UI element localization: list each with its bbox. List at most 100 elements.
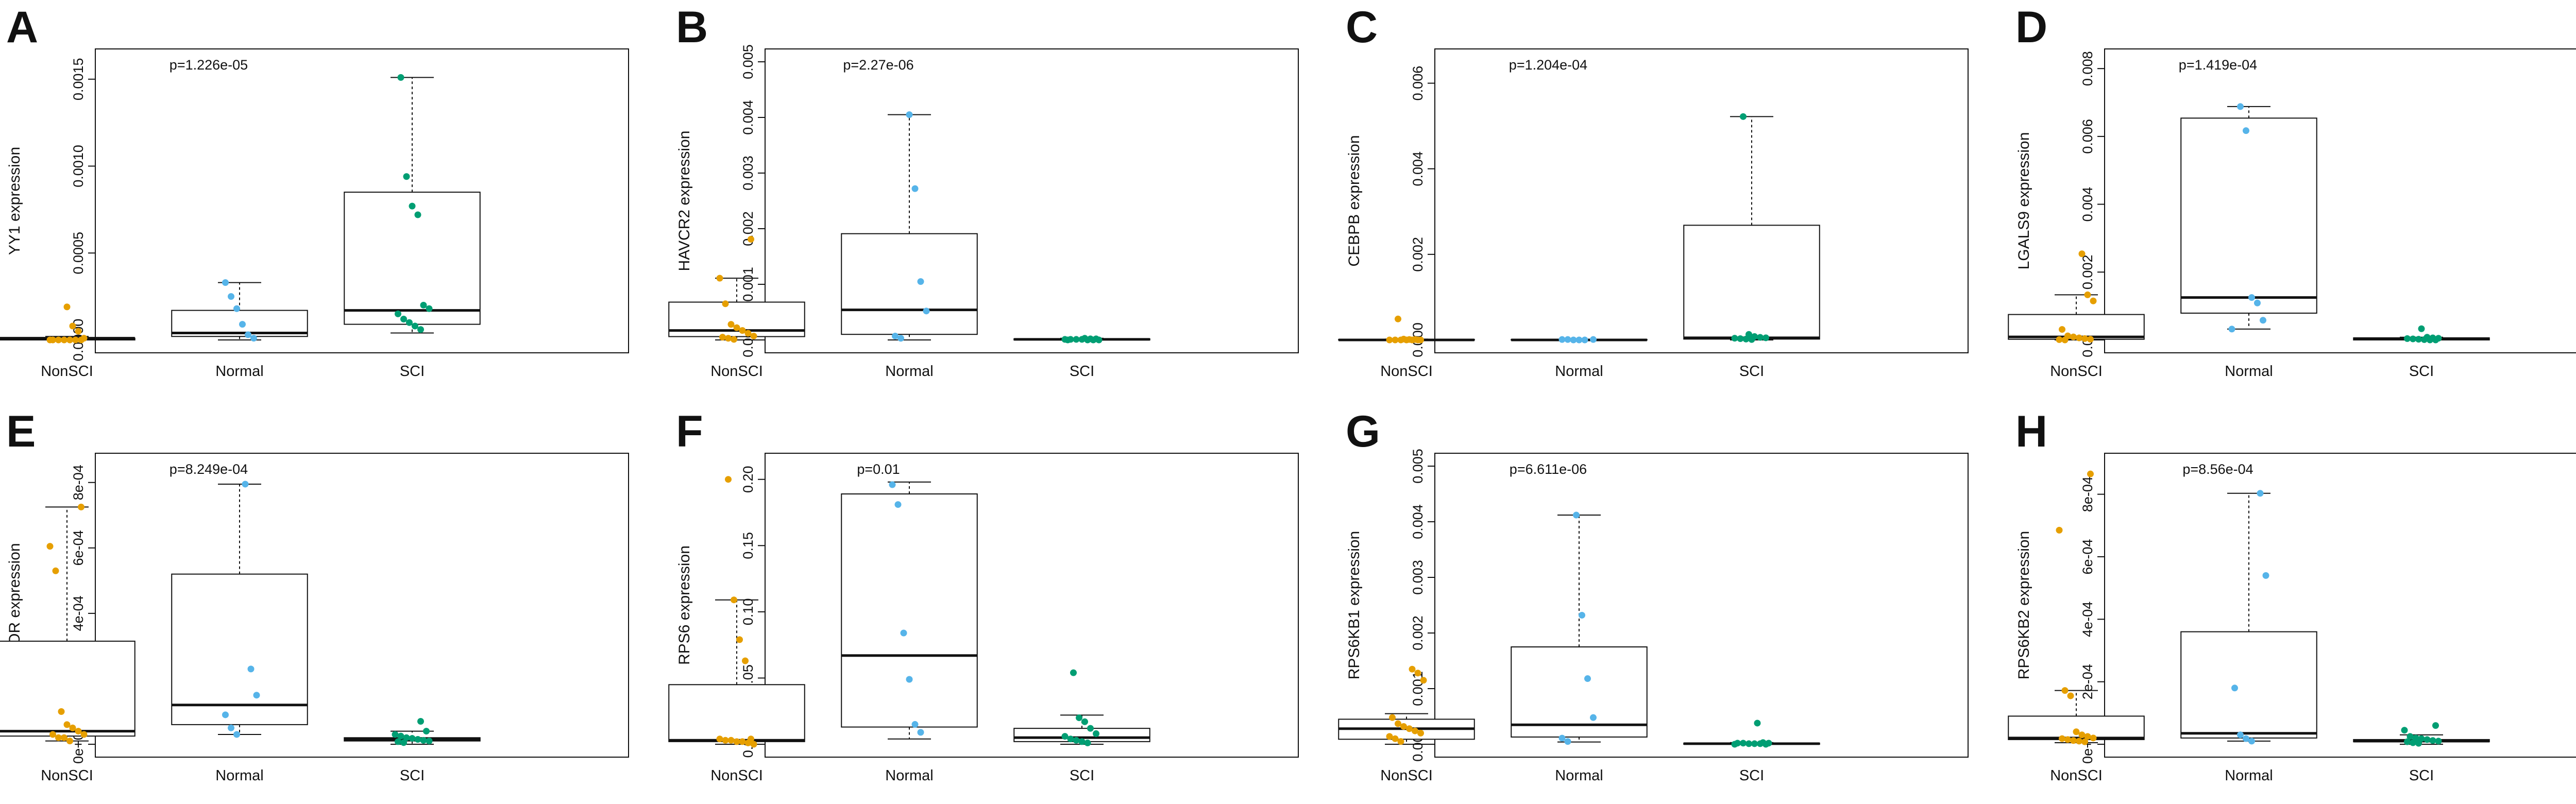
box-sci (1013, 335, 1150, 344)
data-point (1070, 669, 1077, 676)
data-point (2237, 103, 2244, 110)
data-point (2404, 738, 2411, 745)
y-tick-label: 0.008 (2080, 51, 2095, 86)
data-point (1397, 738, 1404, 745)
plot-frame (2104, 453, 2576, 758)
box-iqr (0, 640, 135, 737)
data-point (1084, 739, 1091, 746)
x-category-label: Normal (1555, 767, 1603, 784)
data-point (889, 481, 896, 488)
x-category-label: NonSCI (1380, 363, 1433, 380)
data-point (2056, 336, 2063, 343)
data-point (2076, 334, 2082, 341)
data-point (1762, 334, 1769, 341)
data-point (245, 331, 251, 338)
data-point (2432, 722, 2439, 729)
x-category-label: SCI (1739, 767, 1764, 784)
box-sci (344, 718, 481, 746)
box-sci (2353, 325, 2490, 344)
data-point (1412, 336, 1418, 343)
data-point (1420, 677, 1427, 684)
p-value-label: p=2.27e-06 (843, 57, 913, 73)
data-point (744, 330, 752, 337)
data-point (61, 734, 67, 741)
box-nonsci (1338, 315, 1475, 344)
box-sci (1683, 113, 1820, 343)
data-point (722, 300, 729, 307)
data-point (49, 731, 56, 738)
data-point (722, 737, 729, 744)
data-point (1731, 335, 1738, 342)
box-iqr (171, 573, 308, 725)
data-point (1087, 335, 1094, 343)
panel-letter: B (676, 3, 708, 52)
data-point (911, 721, 919, 728)
x-category-label: NonSCI (710, 767, 763, 784)
data-point (242, 481, 249, 488)
data-point (63, 303, 71, 311)
data-point (253, 692, 260, 699)
data-point (1406, 725, 1413, 732)
box-iqr (2180, 117, 2317, 314)
data-point (750, 741, 757, 748)
data-point (409, 735, 416, 742)
y-tick-label: 6e-04 (71, 530, 86, 566)
data-point (80, 731, 88, 738)
box-normal (1511, 336, 1648, 344)
data-point (727, 737, 735, 744)
data-point (906, 676, 913, 683)
y-tick-label: 0.001 (1410, 671, 1426, 706)
p-value-label: p=8.56e-04 (2182, 461, 2253, 477)
y-tick-label: 0.0015 (71, 58, 86, 100)
data-point (2076, 738, 2082, 745)
data-point (2424, 736, 2431, 743)
data-point (1386, 336, 1393, 344)
box-nonsci (2008, 250, 2145, 344)
data-point (250, 335, 257, 342)
box-nonsci (0, 303, 135, 344)
data-point (1558, 336, 1566, 343)
data-point (900, 629, 907, 637)
p-value-label: p=6.611e-06 (1510, 461, 1587, 477)
data-point (2262, 572, 2269, 579)
data-point (1400, 335, 1407, 343)
data-point (2087, 336, 2094, 343)
data-point (2435, 335, 2442, 342)
data-point (1570, 336, 1577, 344)
data-point (403, 734, 410, 741)
data-point (80, 335, 88, 342)
data-point (2231, 685, 2238, 692)
y-tick-label: 0.0010 (71, 145, 86, 187)
data-point (2084, 291, 2091, 298)
data-point (1573, 511, 1580, 519)
data-point (1073, 336, 1080, 343)
data-point (46, 543, 54, 550)
data-point (420, 302, 427, 309)
data-point (1740, 740, 1747, 747)
p-value-label: p=1.226e-05 (170, 57, 248, 73)
data-point (1406, 336, 1413, 343)
data-point (725, 476, 732, 483)
x-category-label: Normal (2225, 767, 2273, 784)
data-point (1067, 735, 1074, 743)
data-point (1395, 720, 1401, 727)
data-point (923, 307, 930, 315)
box-sci (1013, 669, 1150, 746)
data-point (75, 728, 82, 735)
box-normal (171, 279, 308, 342)
data-point (400, 739, 407, 746)
plot-frame (95, 453, 629, 758)
x-category-label: SCI (1739, 363, 1764, 380)
data-point (414, 211, 421, 218)
y-tick-label: 8e-04 (2080, 476, 2095, 512)
p-value-label: p=0.01 (857, 461, 900, 477)
data-point (1078, 738, 1086, 745)
y-tick-label: 0.006 (1410, 66, 1426, 101)
y-axis-label: YY1 expression (6, 147, 23, 255)
y-tick-label: 0.004 (740, 100, 756, 135)
data-point (61, 336, 67, 344)
data-point (2257, 490, 2264, 497)
data-point (1417, 336, 1424, 344)
